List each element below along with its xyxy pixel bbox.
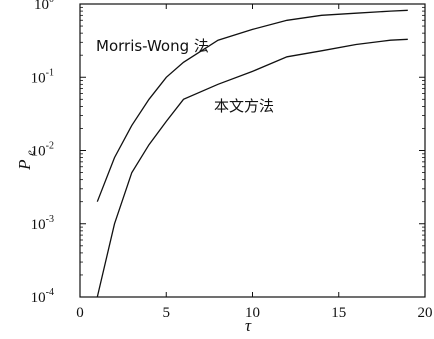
y-tick-label: 10-1 xyxy=(31,67,54,86)
y-tick-label-exponent: -3 xyxy=(46,214,54,225)
annotation-proposed-method: 本文方法 xyxy=(214,97,274,115)
y-tick-label-exponent: 0 xyxy=(49,0,54,5)
y-tick-label: 10-2 xyxy=(31,141,54,160)
series-lines xyxy=(96,9,408,298)
series-line-proposed-method xyxy=(96,38,408,298)
annotation-morris-wong: Morris-Wong 法 xyxy=(96,37,209,55)
x-axis-ticks: 0 5 10 15 20 xyxy=(76,4,433,321)
y-tick-label-base: 10 xyxy=(34,0,49,13)
y-tick-label-base: 10 xyxy=(31,70,46,86)
x-tick-label: 10 xyxy=(245,305,260,321)
y-tick-label-base: 10 xyxy=(31,290,46,306)
y-tick-label: 10-4 xyxy=(31,287,54,306)
y-tick-label-base: 10 xyxy=(31,217,46,233)
y-tick-label: 10-3 xyxy=(31,214,54,233)
svg-text:P e: P e xyxy=(15,150,37,171)
y-axis-ticks: 10-410-310-210-1100 xyxy=(31,0,425,306)
x-axis-label: τ xyxy=(245,316,252,335)
x-tick-label: 15 xyxy=(331,305,346,321)
y-axis-label: P e xyxy=(15,150,37,171)
y-tick-label-exponent: -2 xyxy=(46,141,54,152)
y-axis-label-subscript: e xyxy=(23,150,37,156)
y-tick-label: 100 xyxy=(34,0,54,13)
x-tick-label: 0 xyxy=(76,305,84,321)
x-tick-label: 20 xyxy=(418,305,433,321)
x-tick-label: 5 xyxy=(163,305,171,321)
y-tick-label-base: 10 xyxy=(31,144,46,160)
y-tick-label-exponent: -4 xyxy=(46,287,54,298)
series-line-morris-wong xyxy=(96,9,408,202)
y-tick-label-exponent: -1 xyxy=(46,67,54,78)
y-axis-label-main: P xyxy=(15,160,34,171)
